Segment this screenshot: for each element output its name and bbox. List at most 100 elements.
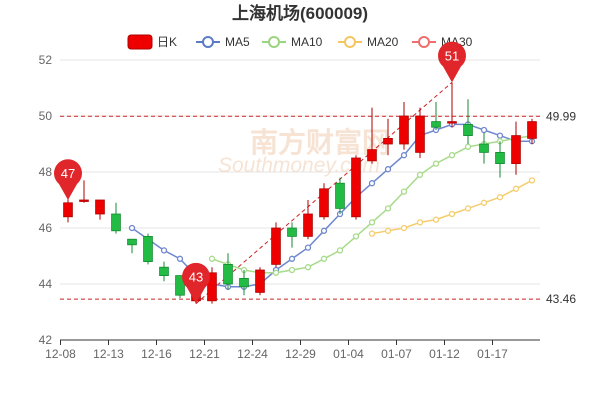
candle: [351, 155, 361, 220]
x-tick-label: 12-08: [45, 347, 76, 361]
ref-label-low: 43.46: [546, 292, 576, 306]
candle-body-down: [111, 213, 121, 232]
ma5-point: [384, 166, 392, 173]
candle-body-down: [431, 121, 441, 128]
chart-title: 上海机场(600009): [232, 3, 368, 23]
y-tick-label: 42: [39, 333, 53, 347]
candle-body-down: [495, 151, 505, 164]
ma10-point: [448, 152, 456, 159]
ma5-point: [304, 244, 312, 251]
ma20-point: [448, 210, 456, 218]
ma20-point: [368, 230, 376, 237]
ma10-point: [352, 233, 360, 240]
candle: [127, 238, 137, 254]
candle-body-up: [255, 269, 265, 293]
price-marker: 51: [438, 41, 467, 83]
candle-body-down: [127, 238, 137, 246]
grid: 42 44 46 48 50 52: [39, 53, 540, 347]
y-tick-label: 46: [39, 221, 53, 235]
ma5-point: [128, 224, 136, 232]
ma5-point: [320, 227, 328, 234]
ma10-point: [432, 160, 440, 167]
candle-body-up: [415, 115, 425, 153]
ma5-point: [368, 180, 376, 187]
ma20-point: [496, 194, 504, 201]
ma10-point: [416, 171, 424, 178]
candle: [303, 200, 313, 240]
candle: [287, 222, 297, 248]
candle-body-up: [447, 121, 457, 124]
candle-body-up: [303, 213, 313, 237]
watermark: 南方财富网 Southmoney.com: [218, 126, 390, 177]
legend-dot-ma5: [202, 36, 214, 48]
ma20-point: [400, 224, 408, 232]
candle: [79, 180, 89, 203]
candle: [511, 121, 521, 175]
ma5-point: [400, 152, 408, 159]
candle-body-up: [511, 135, 521, 165]
markers: 47 43 51: [54, 41, 467, 304]
x-tick-label: 12-29: [285, 347, 316, 361]
ma5-point: [160, 247, 168, 254]
candles: [63, 82, 537, 304]
legend-dot-ma20: [344, 36, 356, 48]
ma20-line: [371, 179, 533, 235]
watermark-en: Southmoney.com: [218, 154, 380, 177]
ma20-point: [464, 205, 472, 212]
ma20-point: [416, 219, 424, 226]
legend-label: 日K: [157, 35, 177, 49]
x-tick-label: 12-21: [189, 347, 220, 361]
candle-body-up: [527, 121, 537, 139]
ma10-point: [336, 247, 344, 254]
ma5-point: [480, 126, 488, 134]
legend: 日K MA5 MA10 MA20 MA30: [127, 34, 473, 50]
candle: [383, 118, 393, 156]
legend-dot-ma30: [418, 36, 430, 48]
watermark-cn: 南方财富网: [250, 126, 390, 158]
marker-pin: [54, 159, 83, 200]
candle-body-up: [271, 227, 281, 265]
candle: [527, 118, 537, 144]
ma20-point: [432, 216, 440, 223]
ma5-point: [288, 255, 296, 262]
ma10-point: [464, 143, 472, 150]
y-tick-label: 48: [39, 165, 53, 179]
candle: [367, 107, 377, 164]
x-tick-label: 12-13: [93, 347, 124, 361]
candle: [207, 267, 217, 304]
marker-label: 47: [61, 166, 75, 181]
candle: [479, 132, 489, 164]
ma10-point: [320, 255, 328, 262]
ma10-point: [304, 264, 312, 271]
candle: [223, 253, 233, 290]
candle-body-up: [63, 202, 73, 218]
candle-body-down: [287, 227, 297, 237]
x-tick-label: 12-24: [237, 347, 268, 361]
ma10-point: [272, 269, 280, 276]
ma20-point: [384, 227, 392, 234]
ma5-point: [176, 255, 184, 262]
candle: [239, 270, 249, 296]
x-tick-label: 01-17: [477, 347, 508, 361]
ma10-point: [288, 266, 296, 274]
candle: [175, 275, 185, 298]
ma10-point: [368, 219, 376, 226]
ma20-point: [512, 185, 520, 192]
legend-dot-ma10: [268, 36, 280, 48]
candle: [111, 202, 121, 234]
candle-body-down: [143, 235, 153, 262]
price-marker: 43: [182, 262, 210, 304]
ma20-point: [480, 199, 488, 206]
legend-label: MA20: [367, 35, 399, 49]
candle: [431, 102, 441, 130]
axes: 12-08 12-13 12-16 12-21 12-24 12-29 01-04 01-07…: [45, 339, 540, 361]
x-tick-label: 01-12: [429, 347, 460, 361]
candle-body-down: [463, 124, 473, 137]
legend-swatch-kline: [127, 34, 153, 50]
x-tick-label: 01-07: [381, 347, 412, 361]
candle-body-up: [207, 272, 217, 302]
price-marker: 47: [54, 159, 83, 200]
ma5-point: [496, 132, 504, 139]
legend-label: MA5: [225, 35, 250, 49]
